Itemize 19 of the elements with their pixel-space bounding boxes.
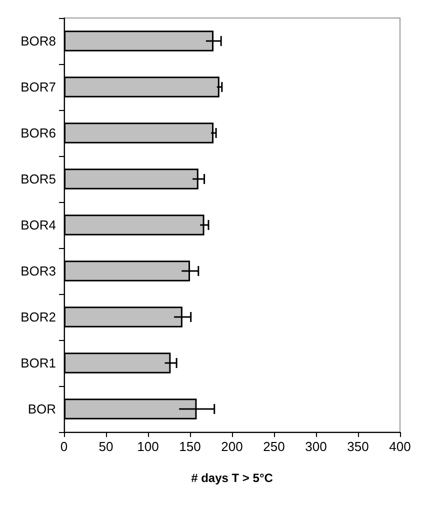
x-tick-label: 300 bbox=[305, 439, 327, 454]
x-tick-label: 50 bbox=[98, 439, 114, 454]
x-tick-label: 150 bbox=[179, 439, 201, 454]
y-tick-label: BOR7 bbox=[20, 80, 56, 94]
x-tick-label: 350 bbox=[347, 439, 369, 454]
y-tick-label: BOR1 bbox=[20, 356, 56, 370]
y-tick-label: BOR3 bbox=[20, 264, 56, 278]
y-tick-label: BOR5 bbox=[20, 172, 56, 186]
x-tick-label: 250 bbox=[263, 439, 285, 454]
x-tick-label: 0 bbox=[60, 439, 68, 454]
x-tick-label: 200 bbox=[221, 439, 243, 454]
x-tick-label: 400 bbox=[389, 439, 411, 454]
x-tick-label: 100 bbox=[137, 439, 159, 454]
y-tick-label: BOR8 bbox=[20, 34, 56, 48]
y-tick-label: BOR6 bbox=[20, 126, 56, 140]
y-tick-label: BOR bbox=[28, 402, 56, 416]
x-axis-title: # days T > 5°C bbox=[191, 471, 274, 485]
y-tick-label: BOR4 bbox=[20, 218, 56, 232]
y-tick-label: BOR2 bbox=[20, 310, 56, 324]
